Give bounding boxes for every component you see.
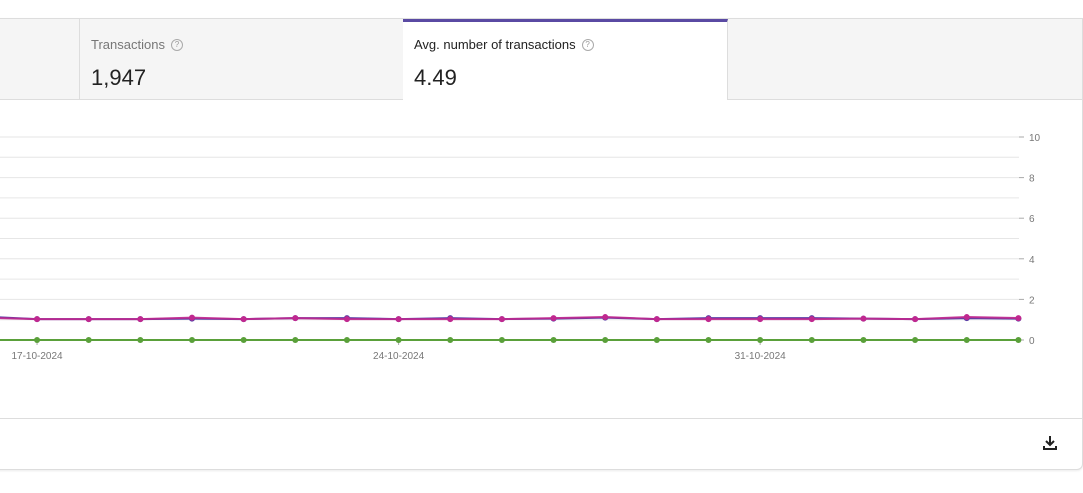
data-point <box>912 316 919 323</box>
metrics-card: Transactions? 1,947 Avg. number of trans… <box>0 18 1083 470</box>
metric-tabs: Transactions? 1,947 Avg. number of trans… <box>0 19 1082 100</box>
data-point <box>85 316 92 323</box>
data-point <box>85 337 92 343</box>
y-tick-label: 6 <box>1029 214 1035 225</box>
x-tick-label: 31-10-2024 <box>735 351 787 362</box>
data-point <box>292 315 299 322</box>
tab-partial[interactable] <box>0 19 80 99</box>
data-point <box>602 337 609 343</box>
data-point <box>292 337 299 343</box>
data-point <box>705 316 712 323</box>
tab-label: Transactions <box>91 37 165 52</box>
data-point <box>602 314 609 321</box>
question-circle-icon[interactable]: ? <box>170 38 183 51</box>
data-point <box>137 316 144 323</box>
y-tick-label: 4 <box>1029 255 1035 266</box>
tab-avg-transactions[interactable]: Avg. number of transactions? 4.49 <box>403 19 728 100</box>
data-point <box>550 315 557 322</box>
data-point <box>395 316 402 323</box>
data-point <box>447 316 454 323</box>
y-tick-label: 2 <box>1029 295 1035 306</box>
x-tick-label: 24-10-2024 <box>373 351 425 362</box>
data-point <box>447 337 454 343</box>
data-point <box>498 316 505 323</box>
tab-transactions[interactable]: Transactions? 1,947 <box>80 19 403 99</box>
data-point <box>189 337 195 343</box>
question-circle-icon[interactable]: ? <box>581 38 594 51</box>
line-chart: 0 2 4 6 8 10 17-10-2024 24-10-2024 31-10-2024 <box>0 133 1041 362</box>
data-point <box>808 316 815 323</box>
y-tick-label: 10 <box>1029 133 1041 144</box>
data-point <box>498 337 505 343</box>
data-point <box>343 316 350 323</box>
data-point <box>34 316 41 323</box>
data-point <box>757 316 764 323</box>
data-point <box>757 337 764 343</box>
data-point <box>137 337 144 343</box>
data-point <box>1015 337 1022 343</box>
data-point <box>240 316 247 323</box>
tab-value: 4.49 <box>414 65 457 90</box>
data-point <box>653 337 660 343</box>
data-point <box>653 316 660 323</box>
data-point <box>860 315 867 322</box>
data-point <box>705 337 712 343</box>
x-tick-label: 17-10-2024 <box>11 351 63 362</box>
data-point <box>240 337 247 343</box>
y-tick-label: 0 <box>1029 336 1035 347</box>
data-point <box>34 337 41 343</box>
data-point <box>1015 315 1022 322</box>
data-point <box>963 314 970 321</box>
data-point <box>395 337 402 343</box>
tab-value: 1,947 <box>91 65 147 90</box>
data-point <box>808 337 815 343</box>
tab-label: Avg. number of transactions <box>414 37 576 52</box>
y-tick-label: 8 <box>1029 174 1035 185</box>
data-point <box>343 337 350 343</box>
data-point <box>189 314 195 321</box>
data-point <box>912 337 919 343</box>
chart-footer <box>0 418 1082 470</box>
data-point <box>963 337 970 343</box>
data-point <box>860 337 867 343</box>
data-point <box>550 337 557 343</box>
download-icon[interactable] <box>1042 435 1058 451</box>
